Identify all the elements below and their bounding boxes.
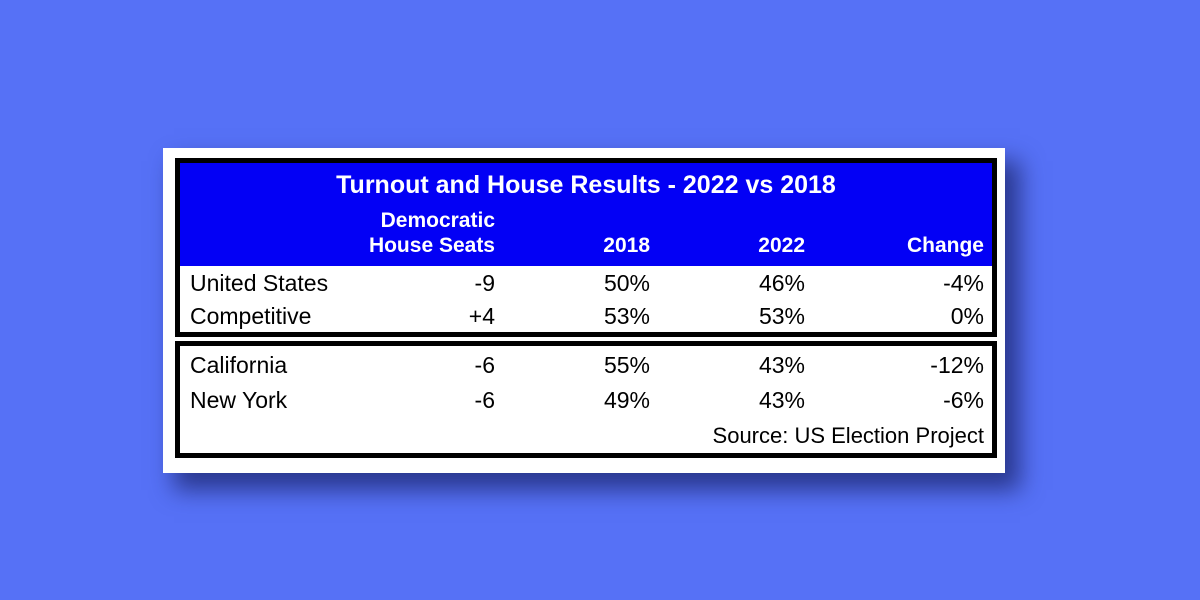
cell-2022: 53% bbox=[758, 303, 805, 329]
national-section: Turnout and House Results - 2022 vs 2018… bbox=[175, 158, 997, 337]
cell-2022: 43% bbox=[758, 352, 805, 378]
table-header: Turnout and House Results - 2022 vs 2018… bbox=[180, 163, 992, 266]
cell-change: -12% bbox=[930, 352, 984, 378]
column-header-seats: Democratic House Seats bbox=[355, 208, 505, 258]
cell-seats: -6 bbox=[474, 387, 495, 413]
table-title: Turnout and House Results - 2022 vs 2018 bbox=[336, 171, 836, 199]
row-label: Competitive bbox=[190, 303, 312, 329]
cell-seats: -6 bbox=[474, 352, 495, 378]
cell-change: -4% bbox=[943, 270, 984, 296]
states-section: California -6 55% 43% -12% New York -6 4… bbox=[175, 341, 997, 458]
cell-2018: 49% bbox=[603, 387, 650, 413]
state-rows: California -6 55% 43% -12% New York -6 4… bbox=[180, 346, 992, 418]
cell-change: -6% bbox=[943, 387, 984, 413]
column-header-2018: 2018 bbox=[603, 234, 650, 257]
column-header-seats-line1: Democratic bbox=[380, 209, 495, 232]
source-note: Source: US Election Project bbox=[712, 422, 984, 448]
cell-seats: +4 bbox=[468, 303, 495, 329]
cell-change: 0% bbox=[950, 303, 984, 329]
cell-seats: -9 bbox=[474, 270, 495, 296]
column-header-seats-line2: House Seats bbox=[368, 234, 495, 257]
table-row: California -6 55% 43% -12% bbox=[180, 348, 992, 383]
cell-2018: 50% bbox=[603, 270, 650, 296]
cell-2018: 55% bbox=[603, 352, 650, 378]
column-header-change: Change bbox=[906, 234, 984, 257]
table-row: Competitive +4 53% 53% 0% bbox=[180, 300, 992, 332]
row-label: United States bbox=[190, 270, 329, 296]
cell-2022: 43% bbox=[758, 387, 805, 413]
national-rows: United States -9 50% 46% -4% Competitive… bbox=[180, 266, 992, 332]
table-row: United States -9 50% 46% -4% bbox=[180, 267, 992, 300]
cell-2018: 53% bbox=[603, 303, 650, 329]
column-header-2022: 2022 bbox=[758, 234, 805, 257]
row-label: New York bbox=[190, 387, 288, 413]
column-header-row: Democratic House Seats 2018 2022 Change bbox=[180, 208, 992, 258]
table-card: Turnout and House Results - 2022 vs 2018… bbox=[163, 148, 1005, 473]
cell-2022: 46% bbox=[758, 270, 805, 296]
row-label: California bbox=[190, 352, 288, 378]
table-row: New York -6 49% 43% -6% bbox=[180, 383, 992, 418]
